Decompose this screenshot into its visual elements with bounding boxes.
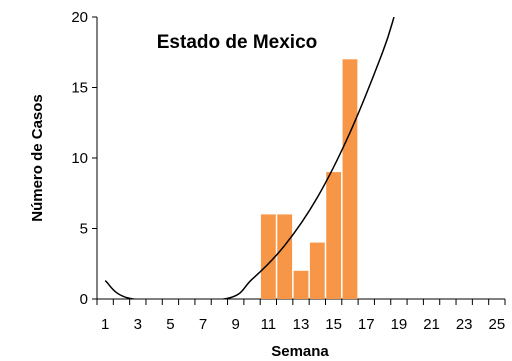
trendline [104,17,395,299]
x-tick-label: 17 [358,316,375,333]
x-tick-label: 13 [293,316,310,333]
x-tick-label: 21 [423,316,440,333]
chart-title: Estado de Mexico [157,32,318,53]
x-tick-label: 7 [199,316,207,333]
x-tick-label: 23 [456,316,473,333]
bar [309,242,325,299]
x-axis-title: Semana [271,343,329,360]
y-tick-label: 15 [71,80,88,97]
y-tick-label: 0 [80,291,88,308]
bars [260,59,358,299]
y-tick-label: 10 [71,150,88,167]
y-tick-label: 5 [80,221,88,238]
bar [326,172,342,299]
bar [293,270,309,299]
bar [260,214,276,299]
y-axis-title: Número de Casos [29,94,46,222]
x-tick-label: 15 [325,316,342,333]
bar [342,59,358,299]
bar [277,214,293,299]
x-tick-label: 9 [232,316,240,333]
x-tick-label: 25 [488,316,505,333]
x-tick-label: 19 [391,316,408,333]
y-tick-label: 20 [71,9,88,26]
x-tick-label: 1 [101,316,109,333]
x-tick-label: 5 [166,316,174,333]
x-tick-label: 11 [261,316,277,333]
x-tick-label: 3 [134,316,142,333]
trendline-path [104,17,395,299]
axes [92,16,506,305]
